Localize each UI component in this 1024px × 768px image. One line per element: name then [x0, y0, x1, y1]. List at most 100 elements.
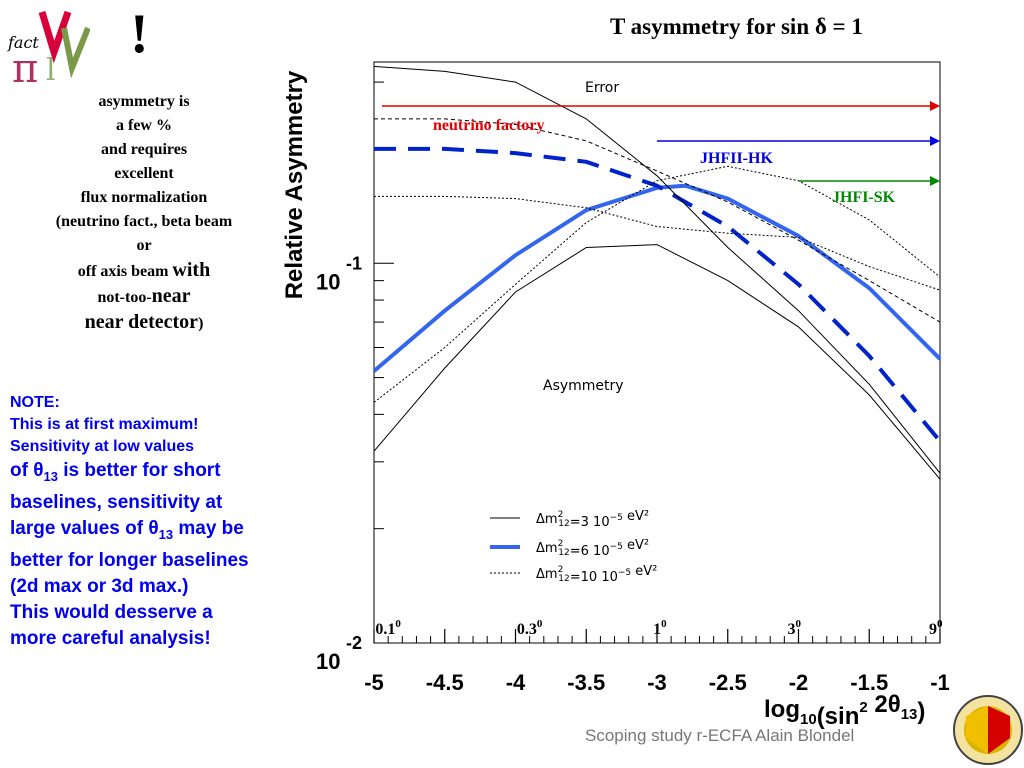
left-note-line: (neutrino fact., beta beam — [55, 213, 233, 230]
series-line-error_dm6 — [374, 146, 942, 443]
note-line: of θ13 is better for short — [10, 458, 310, 490]
legend-label-part: 12 — [558, 574, 569, 584]
left-note-paren: ) — [198, 315, 204, 332]
experiment-label-1: JHFII-HK — [700, 150, 773, 167]
left-note: asymmetry is a few % and requires excell… — [18, 90, 270, 336]
note-line: This would desserve a — [10, 601, 213, 623]
x-tick-label: -3.5 — [567, 670, 605, 695]
nufact-logo: fact π l — [7, 10, 90, 84]
angle-label-value: 3 — [788, 621, 796, 638]
plot-layer: -5 -4.5 -4 -3.5 -3 -2.5 -2 -1.5 -110-110-2Relati… — [281, 61, 950, 730]
x-axis-label: log10(sin2 2θ13) — [764, 691, 925, 730]
x-tick-label: -4 — [506, 670, 526, 695]
legend-label-part: =6 10 — [570, 544, 610, 559]
angle-label-degree: 0 — [796, 618, 802, 630]
left-note-line: or — [136, 237, 152, 254]
left-note-line: flux normalization — [80, 189, 208, 206]
legend-label-part: −5 — [610, 542, 623, 552]
left-note-off-axis: off axis beam — [77, 263, 169, 280]
angle-label-degree: 0 — [661, 618, 667, 630]
left-note-line: not-too-near — [18, 284, 270, 310]
x-axis-label-part: (sin — [817, 703, 860, 730]
x-axis-label-part: ) — [917, 698, 925, 725]
y-tick-label-exp: -2 — [346, 633, 362, 653]
legend-label-part: Δm — [536, 567, 558, 582]
left-note-with: with — [172, 259, 211, 281]
legend-label-part: 12 — [558, 519, 569, 529]
legend-label-part: Δm — [536, 512, 558, 527]
slide-title: T asymmetry for sin δ = 1 — [610, 14, 863, 39]
left-note-not-too: not-too- — [97, 289, 152, 306]
y-axis-label: Relative Asymmetry — [281, 70, 308, 299]
note-block: NOTE: This is at first maximum! Sensitiv… — [10, 392, 310, 652]
y-tick-label-base: 10 — [316, 649, 340, 674]
legend-label-part: eV² — [631, 564, 657, 579]
x-axis-label-part: 13 — [901, 706, 918, 723]
x-tick-label: -1.5 — [850, 670, 888, 695]
angle-label: 90 — [929, 618, 943, 638]
y-tick-label-base: 10 — [316, 269, 340, 294]
x-axis-label-part: 2θ — [868, 691, 901, 718]
left-note-line: asymmetry is — [98, 93, 190, 110]
legend-label-part: eV² — [623, 509, 649, 524]
left-note-near-detector: near detector — [84, 311, 199, 333]
legend-label-part: =3 10 — [570, 515, 610, 530]
legend-label-part: =10 10 — [570, 570, 618, 585]
experiment-arrowhead-0 — [930, 101, 940, 111]
note-line: large values of θ13 may be — [10, 516, 310, 548]
note-large-prefix: large values of θ — [10, 517, 159, 539]
exclamation-mark: ! — [130, 3, 149, 65]
angle-label: 0.10 — [375, 618, 401, 638]
angle-label-value: 0.3 — [517, 621, 537, 638]
note-line: NOTE: — [10, 394, 60, 411]
x-tick-label: -4.5 — [426, 670, 464, 695]
legend-label-part: −5 — [618, 568, 631, 578]
experiment-arrowhead-2 — [930, 176, 940, 186]
series-line-error_dm3 — [373, 65, 941, 474]
note-large-sub: 13 — [158, 526, 174, 542]
logo-nu-mark — [38, 10, 72, 64]
x-tick-label: -3 — [647, 670, 667, 695]
left-note-line: off axis beam with — [18, 258, 270, 284]
left-note-line: a few % — [116, 117, 172, 134]
left-note-line: near detector) — [18, 310, 270, 336]
note-line: more careful analysis! — [10, 627, 211, 649]
x-tick-label: -2 — [789, 670, 809, 695]
legend-label-part: eV² — [623, 538, 649, 553]
angle-label: 10 — [653, 618, 667, 638]
series-line-asym_dm10 — [373, 165, 941, 403]
left-note-line: excellent — [114, 165, 174, 182]
note-line: baselines, sensitivity at — [10, 491, 223, 513]
logo-text: fact — [7, 33, 39, 52]
x-axis-label-part: 10 — [800, 711, 817, 728]
angle-label-value: 9 — [929, 621, 937, 638]
series-line-asym_dm3 — [373, 244, 941, 480]
note-line: Sensitivity at low values — [10, 438, 195, 455]
angle-label-degree: 0 — [537, 618, 543, 630]
legend-label-0: Δm2 12=3 10−5 eV² — [536, 509, 649, 530]
legend-label-part: 12 — [558, 548, 569, 558]
legend-label-2: Δm2 12=10 10−5 eV² — [536, 564, 657, 585]
x-axis-label-part: 2 — [859, 699, 867, 716]
legend-label-part: −5 — [610, 513, 623, 523]
note-theta-suffix: is better for short — [57, 460, 221, 481]
x-tick-label: -2.5 — [709, 670, 747, 695]
series-line-error_high — [374, 118, 941, 323]
university-seal-icon — [953, 695, 1023, 765]
angle-label: 30 — [788, 618, 802, 638]
note-line: This is at first maximum! — [10, 416, 199, 433]
angle-label-value: 0.1 — [375, 621, 395, 638]
angle-label-value: 1 — [653, 621, 661, 638]
legend-label-part: Δm — [536, 541, 558, 556]
x-tick-label: -1 — [930, 670, 950, 695]
legend-label-1: Δm2 12=6 10−5 eV² — [536, 538, 649, 559]
angle-label-degree: 0 — [395, 618, 401, 630]
x-axis-label-part: log — [764, 696, 800, 723]
angle-label: 0.30 — [517, 618, 543, 638]
experiment-arrowhead-1 — [930, 136, 940, 146]
legend-label-part: 2 — [558, 510, 564, 520]
annotation-error: Error — [585, 80, 619, 96]
annotation-asymmetry: Asymmetry — [543, 378, 624, 394]
note-large-suffix: may be — [173, 517, 244, 539]
